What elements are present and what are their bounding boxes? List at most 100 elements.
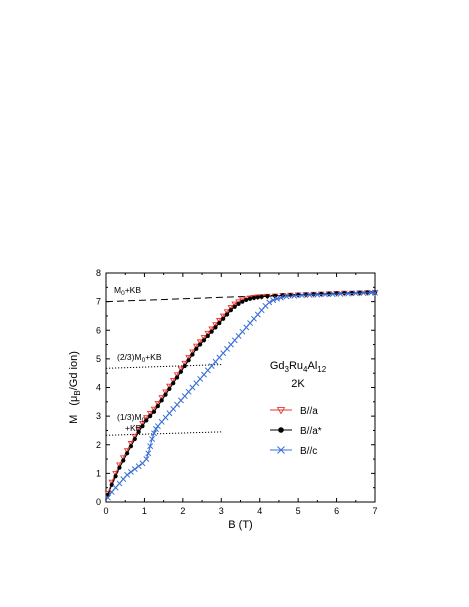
legend-label: B//a xyxy=(300,406,318,417)
data-point xyxy=(224,312,230,317)
annotation-one-third-kb: +KB xyxy=(125,423,142,433)
data-point xyxy=(240,299,245,304)
data-point xyxy=(140,424,145,429)
data-point xyxy=(208,326,216,333)
data-point xyxy=(221,316,226,321)
data-point xyxy=(143,456,150,463)
data-point xyxy=(182,363,187,369)
data-point xyxy=(209,329,214,334)
temperature-label: 2K xyxy=(291,378,305,390)
series-line xyxy=(107,292,375,494)
legend-label: B//a* xyxy=(300,426,322,437)
data-point xyxy=(314,291,321,298)
data-point xyxy=(291,292,298,299)
plot-border xyxy=(105,272,376,503)
legend: B//a B//a* B//c xyxy=(270,406,322,457)
axis-ticks: 0 1 2 3 4 5 6 7 0 1 2 3 4 5 6 7 8 xyxy=(96,268,378,516)
data-point xyxy=(360,290,367,296)
data-point xyxy=(190,352,195,357)
x-tick-label: 0 xyxy=(103,506,108,516)
data-point xyxy=(266,299,273,306)
data-point xyxy=(274,295,280,302)
data-point xyxy=(151,430,157,437)
y-tick-label: 1 xyxy=(96,468,101,478)
data-point xyxy=(159,398,164,403)
plateau-reference-line xyxy=(105,364,222,369)
reference-lines xyxy=(105,291,376,436)
x-tick-label: 5 xyxy=(296,506,301,516)
data-point xyxy=(251,295,257,300)
x-tick-label: 6 xyxy=(334,506,339,516)
series-line xyxy=(107,292,375,498)
data-point xyxy=(194,346,199,351)
data-point xyxy=(273,293,278,298)
data-point xyxy=(146,410,154,417)
data-point xyxy=(171,381,176,386)
y-tick-label: 6 xyxy=(96,325,101,335)
data-point xyxy=(124,471,131,478)
annotation-m0-kb: M0+KB xyxy=(114,285,141,297)
data-point xyxy=(299,292,305,299)
series-ba xyxy=(105,290,378,497)
data-point xyxy=(144,418,149,423)
data-point xyxy=(145,450,152,457)
data-point xyxy=(329,291,336,298)
data-point xyxy=(109,482,114,487)
data-point xyxy=(277,446,285,454)
data-point xyxy=(128,468,134,475)
data-point xyxy=(278,427,284,433)
data-point xyxy=(372,289,378,296)
data-point xyxy=(352,290,359,297)
legend-entry: B//a* xyxy=(270,426,322,437)
x-tick-label: 7 xyxy=(372,506,377,516)
data-point xyxy=(244,297,249,302)
x-tick-label: 1 xyxy=(142,506,147,516)
data-point xyxy=(132,436,137,442)
x-tick-label: 2 xyxy=(180,506,185,516)
data-point xyxy=(219,313,227,320)
y-tick-label: 3 xyxy=(96,411,101,421)
data-point xyxy=(248,296,253,301)
data-point xyxy=(201,338,207,343)
x-tick-label: 3 xyxy=(219,506,224,516)
data-point xyxy=(215,317,223,324)
y-axis-title-prefix: M xyxy=(68,415,80,424)
data-point xyxy=(236,301,241,306)
data-point xyxy=(151,409,157,414)
y-tick-label: 4 xyxy=(96,383,101,393)
legend-entry: B//a xyxy=(270,406,318,417)
data-point xyxy=(217,321,222,326)
data-point xyxy=(270,297,277,304)
data-point xyxy=(128,444,134,449)
data-point xyxy=(142,415,150,422)
data-point xyxy=(276,407,286,415)
compound-formula: Gd3Ru4Al12 xyxy=(270,360,327,374)
data-point xyxy=(196,339,204,346)
annotation-two-thirds-m0-kb: (2/3)M0+KB xyxy=(117,352,162,364)
data-point xyxy=(121,458,126,463)
data-point xyxy=(306,292,313,298)
data-point xyxy=(113,474,118,479)
data-point xyxy=(117,465,122,470)
data-point xyxy=(277,294,284,301)
data-point xyxy=(212,322,219,329)
data-point xyxy=(155,404,160,409)
data-point xyxy=(204,330,212,337)
annotation-one-third-m0: (1/3)M0 xyxy=(117,412,146,424)
data-point xyxy=(213,325,218,330)
x-axis-title: B (T) xyxy=(228,519,252,531)
y-tick-label: 5 xyxy=(96,354,101,364)
y-axis-title-suffix: /Gd ion) xyxy=(68,351,80,390)
data-point xyxy=(198,342,203,347)
data-point xyxy=(232,304,237,309)
data-point xyxy=(149,436,156,442)
data-point xyxy=(178,369,184,374)
data-point xyxy=(231,301,239,308)
y-axis-title: M (μB/Gd ion) xyxy=(68,351,82,424)
y-tick-label: 2 xyxy=(96,440,101,450)
data-point xyxy=(136,429,141,434)
data-point xyxy=(337,290,344,297)
data-point xyxy=(148,414,153,419)
data-point xyxy=(192,343,200,350)
